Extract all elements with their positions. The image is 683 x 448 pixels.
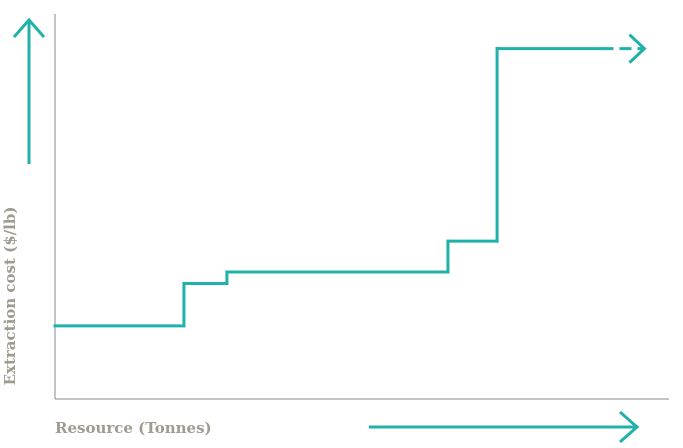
x-axis-label: Resource (Tonnes) xyxy=(55,419,212,437)
y-axis-label: Extraction cost ($/lb) xyxy=(1,207,19,386)
series-layer xyxy=(53,33,647,328)
y-axis-arrow-icon xyxy=(12,17,46,164)
series-arrowhead-icon xyxy=(628,33,647,64)
x-axis-arrow-icon xyxy=(369,410,640,444)
